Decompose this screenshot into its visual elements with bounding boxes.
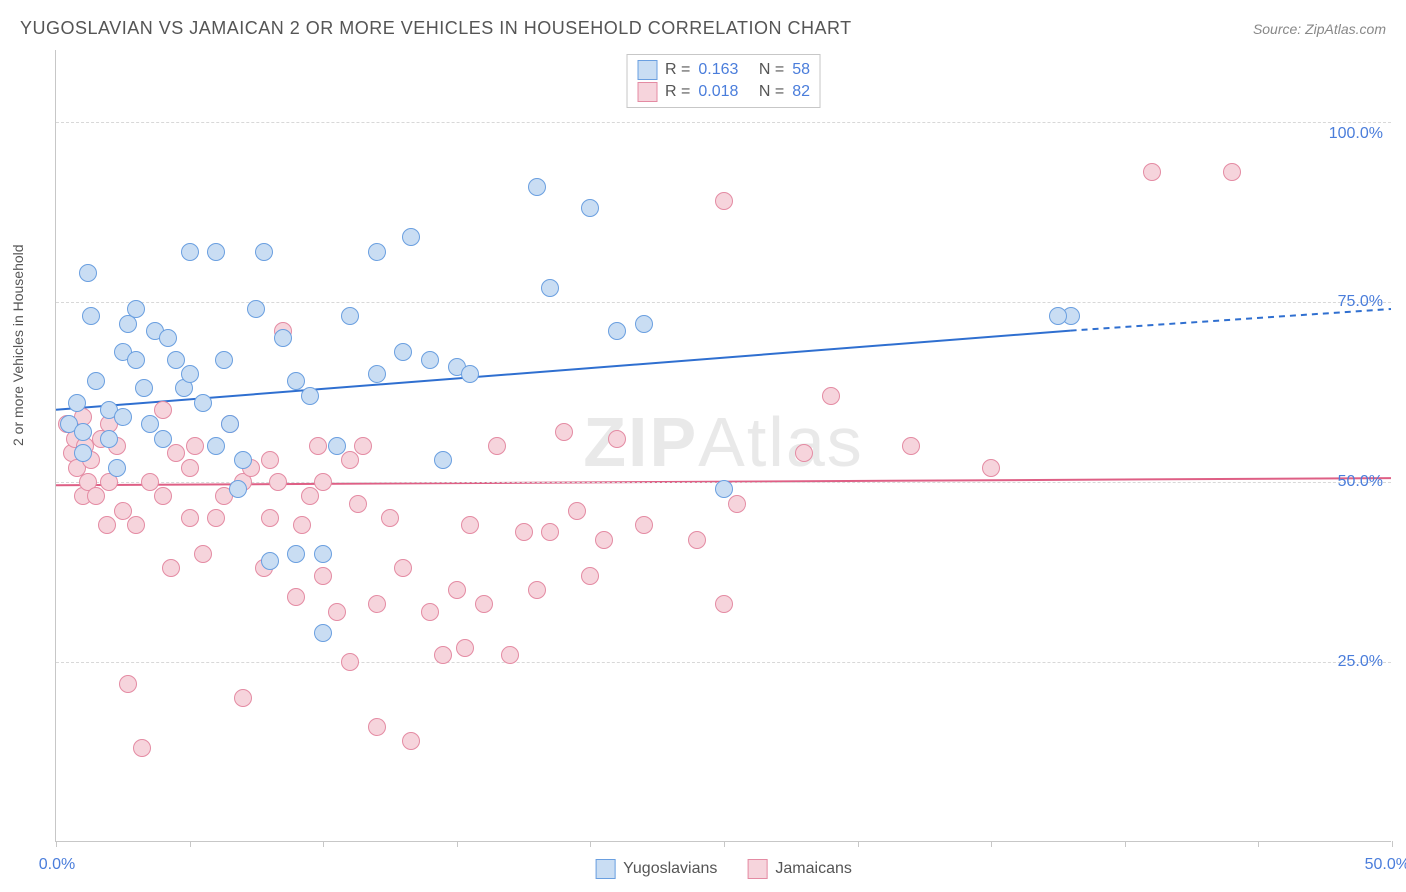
series-legend: Yugoslavians Jamaicans: [595, 859, 852, 879]
swatch-yugoslavians: [595, 859, 615, 879]
swatch-jamaicans: [747, 859, 767, 879]
legend-item-yugoslavians: Yugoslavians: [595, 859, 717, 879]
swatch-yugoslavians: [637, 60, 657, 80]
stats-row-yugoslavians: R = 0.163 N = 58: [637, 59, 810, 81]
source-label: Source: ZipAtlas.com: [1253, 21, 1386, 37]
swatch-jamaicans: [637, 82, 657, 102]
y-axis-label: 2 or more Vehicles in Household: [10, 244, 26, 446]
plot-frame: ZIPAtlas 25.0%50.0%75.0%100.0% R = 0.163…: [55, 50, 1391, 842]
trend-lines: [56, 50, 1391, 841]
chart-title: YUGOSLAVIAN VS JAMAICAN 2 OR MORE VEHICL…: [20, 18, 852, 39]
x-tick-label-min: 0.0%: [39, 856, 75, 874]
stats-legend: R = 0.163 N = 58 R = 0.018 N = 82: [626, 54, 821, 108]
legend-item-jamaicans: Jamaicans: [747, 859, 851, 879]
plot-area: ZIPAtlas 25.0%50.0%75.0%100.0%: [56, 50, 1391, 841]
stats-row-jamaicans: R = 0.018 N = 82: [637, 81, 810, 103]
x-tick-label-max: 50.0%: [1365, 856, 1406, 874]
